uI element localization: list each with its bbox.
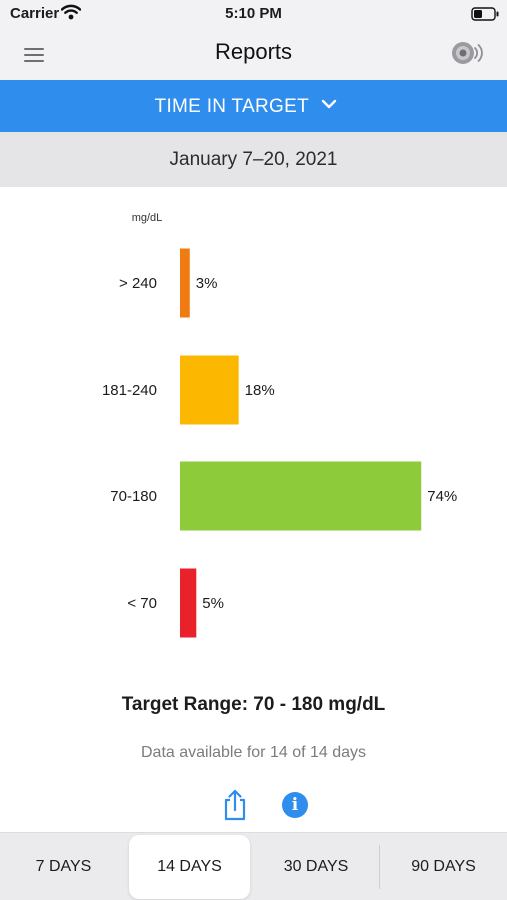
- battery-icon: [471, 7, 499, 21]
- period-option-7-days[interactable]: 7 DAYS: [35, 858, 92, 875]
- report-type-dropdown[interactable]: TIME IN TARGET: [0, 80, 507, 132]
- wifi-icon: [60, 4, 82, 25]
- chevron-down-icon: [321, 97, 337, 115]
- bar-3: [180, 568, 197, 638]
- time-in-target-chart: mg/dL > 240 3% 181-240 18% 70-180 74% < 70 5%: [0, 200, 507, 660]
- period-selector: 7 DAYS 14 DAYS 30 DAYS 90 DAYS: [0, 832, 507, 900]
- share-icon[interactable]: [221, 788, 249, 822]
- bar-1: [180, 355, 239, 425]
- period-option-90-days[interactable]: 90 DAYS: [411, 858, 476, 875]
- nav-bar: Reports: [0, 30, 507, 80]
- info-icon[interactable]: i: [282, 792, 308, 818]
- hamburger-menu-icon[interactable]: [24, 45, 44, 65]
- carrier-label: Carrier: [10, 5, 60, 22]
- category-label-2: 70-180: [110, 488, 157, 505]
- period-option-30-days[interactable]: 30 DAYS: [283, 858, 349, 875]
- sensor-scan-icon[interactable]: [450, 39, 484, 67]
- date-range-bar: January 7–20, 2021: [0, 132, 507, 187]
- unit-label: mg/dL: [132, 212, 163, 224]
- status-bar: Carrier 5:10 PM: [0, 0, 507, 30]
- period-option-14-days[interactable]: 14 DAYS: [129, 835, 250, 899]
- category-label-0: > 240: [119, 275, 157, 292]
- time-in-target-chart-svg: mg/dL > 240 3% 181-240 18% 70-180 74% < 70 5%: [102, 212, 457, 638]
- category-label-3: < 70: [127, 595, 157, 612]
- value-label-0: 3%: [196, 275, 218, 292]
- bar-2: [180, 461, 422, 531]
- page-title: Reports: [214, 39, 293, 64]
- report-type-label: TIME IN TARGET: [154, 96, 309, 117]
- data-available-label: Data available for 14 of 14 days: [140, 744, 367, 761]
- clock: 5:10 PM: [225, 5, 282, 22]
- target-range-label: Target Range: 70 - 180 mg/dL: [121, 694, 386, 715]
- segment-divider: [379, 845, 380, 889]
- category-label-1: 181-240: [102, 382, 157, 399]
- value-label-2: 74%: [427, 488, 457, 505]
- value-label-3: 5%: [202, 595, 224, 612]
- date-range-label: January 7–20, 2021: [169, 149, 338, 170]
- value-label-1: 18%: [245, 382, 275, 399]
- bar-0: [180, 248, 190, 318]
